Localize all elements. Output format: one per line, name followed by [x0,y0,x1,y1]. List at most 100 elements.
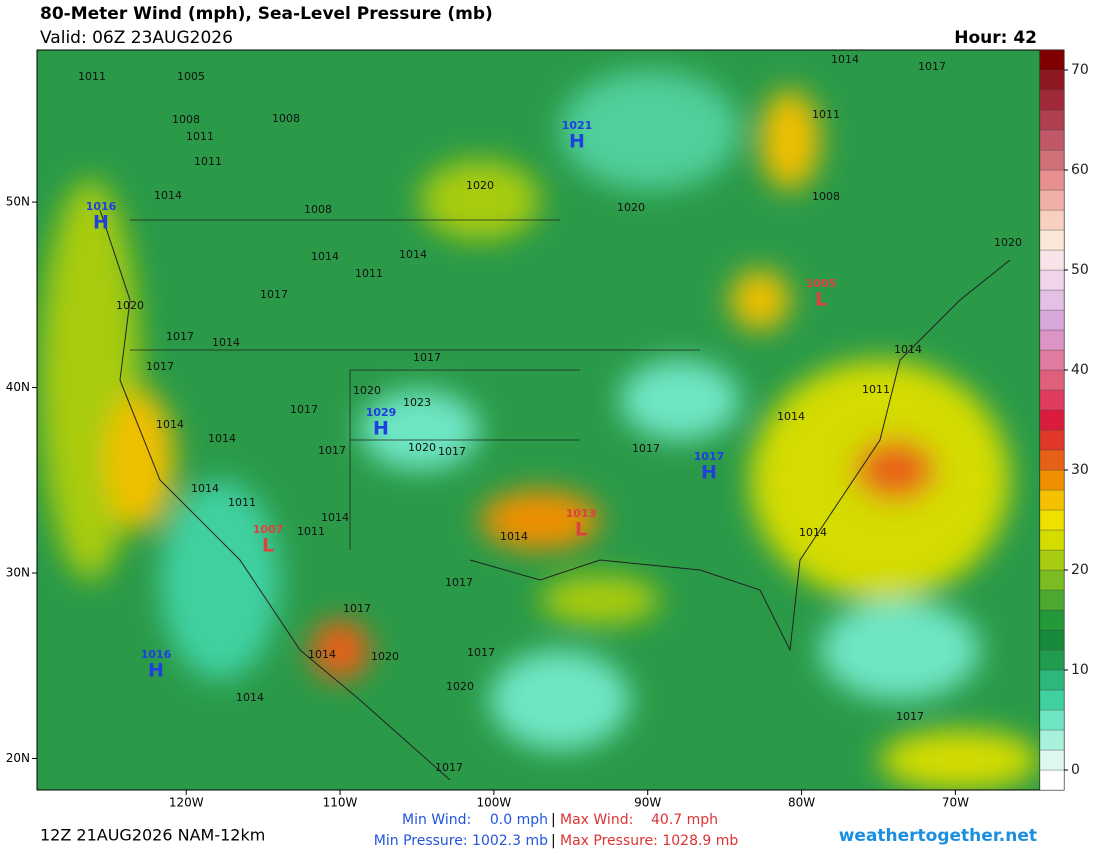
colorbar-swatch [1039,549,1065,571]
colorbar-label: 70 [1071,62,1089,78]
model-run: 12Z 21AUG2026 NAM-12km [40,826,265,845]
isobar-label: 1014 [321,511,349,524]
colorbar-swatch [1039,129,1065,151]
isobar-label: 1017 [467,646,495,659]
center-symbol: L [262,535,274,557]
lat-label: 40N [6,380,30,394]
title: 80-Meter Wind (mph), Sea-Level Pressure … [40,4,493,24]
isobar-label: 1008 [172,113,200,126]
colorbar-swatch [1039,169,1065,191]
center-symbol: L [575,519,587,541]
coastline [99,209,1011,781]
colorbar-swatch [1039,629,1065,651]
colorbar-swatch [1039,569,1065,591]
isobar-label: 1014 [308,648,336,661]
isobar-label: 1017 [918,60,946,73]
isobar-label: 1017 [896,710,924,723]
center-symbol: L [815,289,827,311]
isobar-label: 1020 [994,236,1022,249]
isobar-label: 1014 [154,189,182,202]
isobar-label: 1017 [632,442,660,455]
isobar-label: 1014 [191,482,219,495]
isobar-label: 1008 [812,190,840,203]
colorbar-swatch [1039,729,1065,751]
colorbar-swatch [1039,269,1065,291]
colorbar-swatch [1039,589,1065,611]
center-pressure: 1029 [366,406,397,419]
isobar-label: 1020 [446,680,474,693]
center-symbol: H [373,418,389,440]
isobar-label: 1020 [617,201,645,214]
center-pressure: 1013 [566,507,597,520]
isobar-label: 1020 [371,650,399,663]
isobar-label: 1014 [156,418,184,431]
isobar-label: 1008 [304,203,332,216]
colorbar-swatch [1039,309,1065,331]
isobar-label: 1014 [399,248,427,261]
isobar-label: 1014 [236,691,264,704]
center-pressure: 1016 [141,648,172,661]
colorbar-swatch [1039,669,1065,691]
colorbar-label: 40 [1071,362,1089,378]
isobar-label: 1017 [413,351,441,364]
colorbar-label: 30 [1071,462,1089,478]
colorbar-swatch [1039,69,1065,91]
colorbar-swatch [1039,709,1065,731]
center-symbol: H [701,462,717,484]
colorbar-swatch [1039,349,1065,371]
isobar-label: 1017 [435,761,463,774]
valid-time: Valid: 06Z 23AUG2026 [40,28,233,48]
min-pressure: Min Pressure: 1002.3 mb [374,833,548,849]
site-name: weathertogether.net [839,826,1037,846]
center-pressure: 1005 [806,277,837,290]
center-symbol: H [569,131,585,153]
isobar-label: 1011 [186,130,214,143]
isobar-label: 1020 [466,179,494,192]
colorbar-label: 50 [1071,262,1089,278]
isobar-label: 1017 [260,288,288,301]
min-wind-label: Min Wind: [402,812,471,828]
isobar-label: 1011 [194,155,222,168]
isobar-label: 1014 [777,410,805,423]
isobar-label: 1014 [500,530,528,543]
separator: | [551,833,556,849]
isobar-label: 1014 [212,336,240,349]
isobar-label: 1011 [78,70,106,83]
colorbar-swatch [1039,469,1065,491]
colorbar-label: 0 [1071,762,1080,778]
center-pressure: 1007 [253,523,284,536]
colorbar-swatch [1039,329,1065,351]
max-wind: 40.7 mph [651,812,718,828]
isobar-label: 1014 [831,53,859,66]
colorbar-swatch [1039,409,1065,431]
isobar-label: 1005 [177,70,205,83]
center-pressure: 1017 [694,450,725,463]
lat-label: 50N [6,195,30,209]
isobar-label: 1014 [799,526,827,539]
colorbar-swatch [1039,649,1065,671]
lon-label: 100W [476,796,511,810]
isobar-label: 1017 [146,360,174,373]
wind-shading [40,70,1040,790]
isobar-label: 1017 [290,403,318,416]
center-pressure: 1016 [86,200,117,213]
colorbar-swatch [1039,49,1065,71]
lon-label: 120W [169,796,204,810]
colorbar-swatch [1039,249,1065,271]
lon-label: 110W [323,796,358,810]
colorbar-label: 10 [1071,662,1089,678]
colorbar-swatch [1039,89,1065,111]
colorbar-swatch [1039,149,1065,171]
isobar-label: 1014 [208,432,236,445]
isobar-label: 1023 [403,396,431,409]
colorbar-swatch [1039,429,1065,451]
max-wind-label: Max Wind: [560,812,633,828]
isobar-label: 1011 [297,525,325,538]
colorbar-swatch [1039,749,1065,771]
colorbar-swatch [1039,769,1065,791]
isobar-label: 1020 [408,441,436,454]
colorbar-swatch [1039,529,1065,551]
isobar-label: 1017 [445,576,473,589]
